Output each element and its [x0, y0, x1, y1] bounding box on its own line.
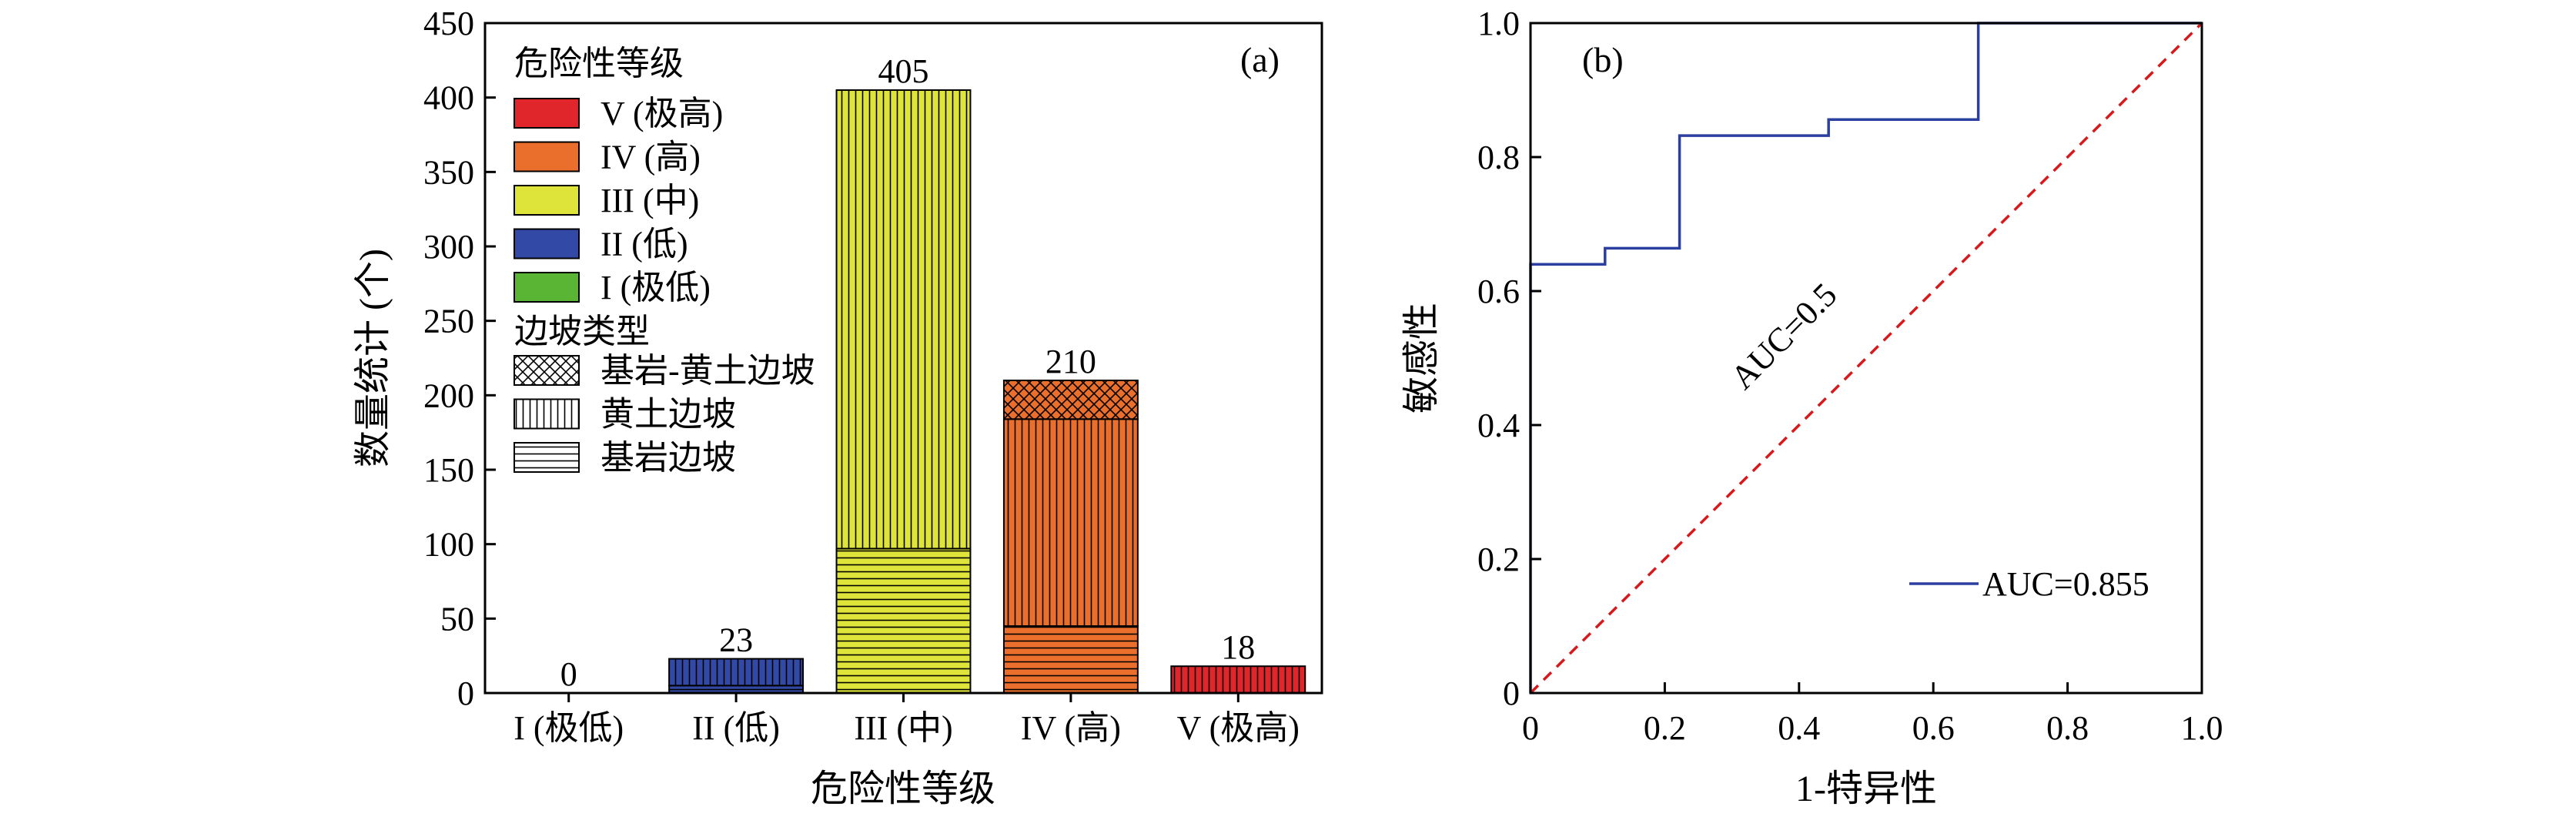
y-tick-label: 0.6 [1477, 273, 1520, 310]
diagonal-auc-label: AUC=0.5 [1724, 276, 1845, 397]
panel-a-x-ticks: I (极低) II (低) III (中) IV (高) V (极高) [514, 693, 1300, 747]
bar-segment [1002, 625, 1139, 694]
panel-a-bars [668, 89, 1306, 695]
panel-a-bar-labels: 0 23 405 210 18 [560, 52, 1256, 693]
legend-swatch-type [514, 398, 580, 430]
y-tick-label: 400 [423, 79, 474, 117]
bar-segment-pattern [1170, 665, 1306, 695]
legend-label-level: II (低) [601, 226, 688, 263]
bar-segment-pattern [1002, 380, 1139, 420]
bar-segment [1002, 380, 1139, 420]
y-tick-label: 150 [423, 451, 474, 489]
x-tick-label: 1.0 [2181, 709, 2223, 747]
panel-b-x-ticks: 0 0.2 0.4 0.6 0.8 1.0 [1522, 682, 2223, 747]
bar-segment-pattern [1002, 625, 1139, 694]
bar-segment-pattern [1002, 418, 1139, 627]
bar-total-label: 0 [560, 655, 577, 693]
legend-swatch-level [514, 272, 580, 303]
bar-segment [1170, 665, 1306, 695]
panel-a-x-axis-title: 危险性等级 [811, 768, 995, 809]
panel-b-x-axis-title: 1-特异性 [1795, 768, 1937, 809]
bar-segment [835, 547, 972, 695]
legend-swatch-type [514, 442, 580, 473]
y-tick-label: 0.8 [1477, 139, 1520, 176]
y-tick-label: 0.4 [1477, 407, 1520, 444]
panel-a-bar-chart: 0 50 100 150 200 250 300 350 400 450 I (极低) II (低)… [353, 5, 1323, 809]
panel-a-y-axis-title: 数量统计 (个) [353, 249, 393, 467]
panel-b-tag: (b) [1582, 40, 1624, 79]
x-tick-label: V (极高) [1177, 709, 1300, 747]
y-tick-label: 0.2 [1477, 541, 1520, 578]
bar-segment [668, 658, 805, 687]
reference-diagonal-line [1529, 22, 2203, 695]
bar-total-label: 405 [878, 52, 929, 90]
legend-label-type: 基岩-黄土边坡 [601, 352, 815, 390]
bar-segment [835, 89, 972, 550]
panel-b-y-ticks: 0 0.2 0.4 0.6 0.8 1.0 [1477, 5, 1541, 712]
y-tick-label: 50 [440, 600, 474, 638]
legend-swatch-level [514, 98, 580, 129]
legend-label-level: IV (高) [601, 139, 701, 176]
legend-title-type: 边坡类型 [514, 313, 650, 350]
y-tick-label: 350 [423, 153, 474, 191]
legend-label-type: 基岩边坡 [601, 439, 736, 477]
x-tick-label: IV (高) [1021, 709, 1121, 747]
y-tick-label: 300 [423, 228, 474, 266]
roc-curve-line [1529, 22, 2202, 693]
y-tick-label: 250 [423, 303, 474, 340]
y-tick-label: 450 [423, 5, 474, 42]
legend-label-type: 黄土边坡 [601, 396, 736, 434]
legend-label-level: III (中) [601, 182, 699, 219]
bar-segment [1002, 418, 1139, 627]
legend-swatch-level [514, 228, 580, 259]
panel-b-frame [1529, 22, 2203, 695]
x-tick-label: 0.8 [2046, 709, 2089, 747]
x-tick-label: 0.2 [1644, 709, 1686, 747]
bar-segment-pattern [835, 89, 972, 550]
y-tick-label: 1.0 [1477, 5, 1520, 42]
bar-segment-pattern [668, 658, 805, 687]
bar-total-label: 18 [1221, 628, 1255, 666]
bar-segment-pattern [835, 547, 972, 695]
panel-b-roc-chart: AUC=0.5 0 0.2 0.4 0.6 0.8 1.0 0 0.2 0.4 0.6 0.8 1.… [1401, 5, 2223, 809]
x-tick-label: I (极低) [514, 709, 624, 747]
panel-b-legend: AUC=0.855 [1909, 565, 2149, 603]
y-tick-label: 0 [457, 675, 474, 712]
x-tick-label: 0 [1522, 709, 1539, 747]
panel-b-y-axis-title: 敏感性 [1401, 303, 1442, 414]
legend-swatch-level [514, 141, 580, 172]
y-tick-label: 100 [423, 526, 474, 564]
legend-swatch-type [514, 355, 580, 386]
x-tick-label: II (低) [692, 709, 780, 747]
bar-total-label: 210 [1045, 343, 1096, 380]
bar-total-label: 23 [719, 621, 753, 659]
panel-a-legend: 危险性等级 V (极高) IV (高) III (中) II (低) I (极低) 边坡类型… [514, 45, 815, 477]
panel-a-tag: (a) [1240, 40, 1280, 79]
panel-a-y-ticks: 0 50 100 150 200 250 300 350 400 450 [423, 5, 496, 712]
legend-label-level: I (极低) [601, 269, 711, 306]
x-tick-label: 0.4 [1778, 709, 1820, 747]
legend-label-level: V (极高) [601, 95, 723, 132]
x-tick-label: III (中) [854, 709, 952, 747]
x-tick-label: 0.6 [1912, 709, 1955, 747]
legend-title-level: 危险性等级 [514, 45, 684, 82]
legend-label-roc: AUC=0.855 [1982, 565, 2149, 603]
y-tick-label: 0 [1503, 675, 1520, 712]
legend-swatch-level [514, 185, 580, 216]
y-tick-label: 200 [423, 377, 474, 414]
